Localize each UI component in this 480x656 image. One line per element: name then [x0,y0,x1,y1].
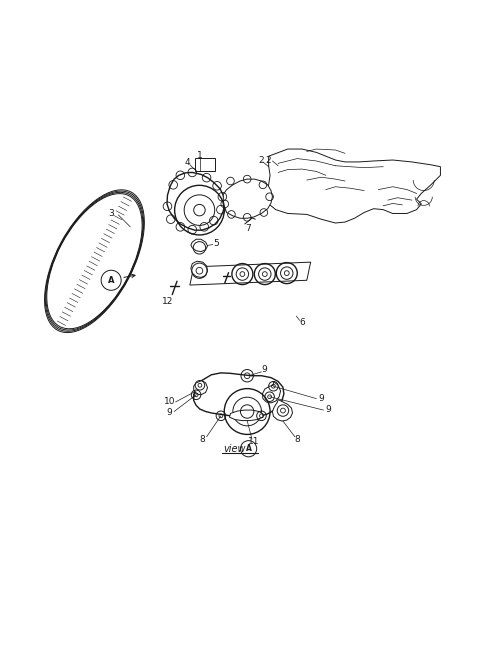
Polygon shape [194,373,284,417]
Text: 7: 7 [246,224,252,234]
Text: 2: 2 [258,155,264,165]
Polygon shape [194,380,207,395]
Text: 6: 6 [299,318,305,327]
Polygon shape [223,179,273,218]
Polygon shape [229,410,263,420]
Text: view: view [223,443,246,454]
Polygon shape [167,173,225,230]
Text: 9: 9 [325,405,331,414]
Polygon shape [191,239,207,252]
Text: 9: 9 [318,394,324,403]
Polygon shape [273,400,292,421]
Text: 12: 12 [162,297,173,306]
Text: 3: 3 [108,209,114,218]
Bar [195,158,215,171]
Text: 8: 8 [199,435,204,443]
Text: 4: 4 [185,158,190,167]
Text: 9: 9 [261,365,267,375]
Text: 10: 10 [164,398,175,407]
Text: 11: 11 [248,437,259,446]
Polygon shape [190,262,311,285]
Text: A: A [246,444,252,453]
Polygon shape [266,149,441,223]
Text: 2: 2 [266,155,272,165]
Text: 5: 5 [213,239,219,248]
Polygon shape [263,381,281,403]
Text: 9: 9 [167,408,172,417]
Text: A: A [108,276,114,285]
Text: 8: 8 [294,435,300,443]
Text: 1: 1 [197,151,203,160]
Polygon shape [191,261,207,277]
